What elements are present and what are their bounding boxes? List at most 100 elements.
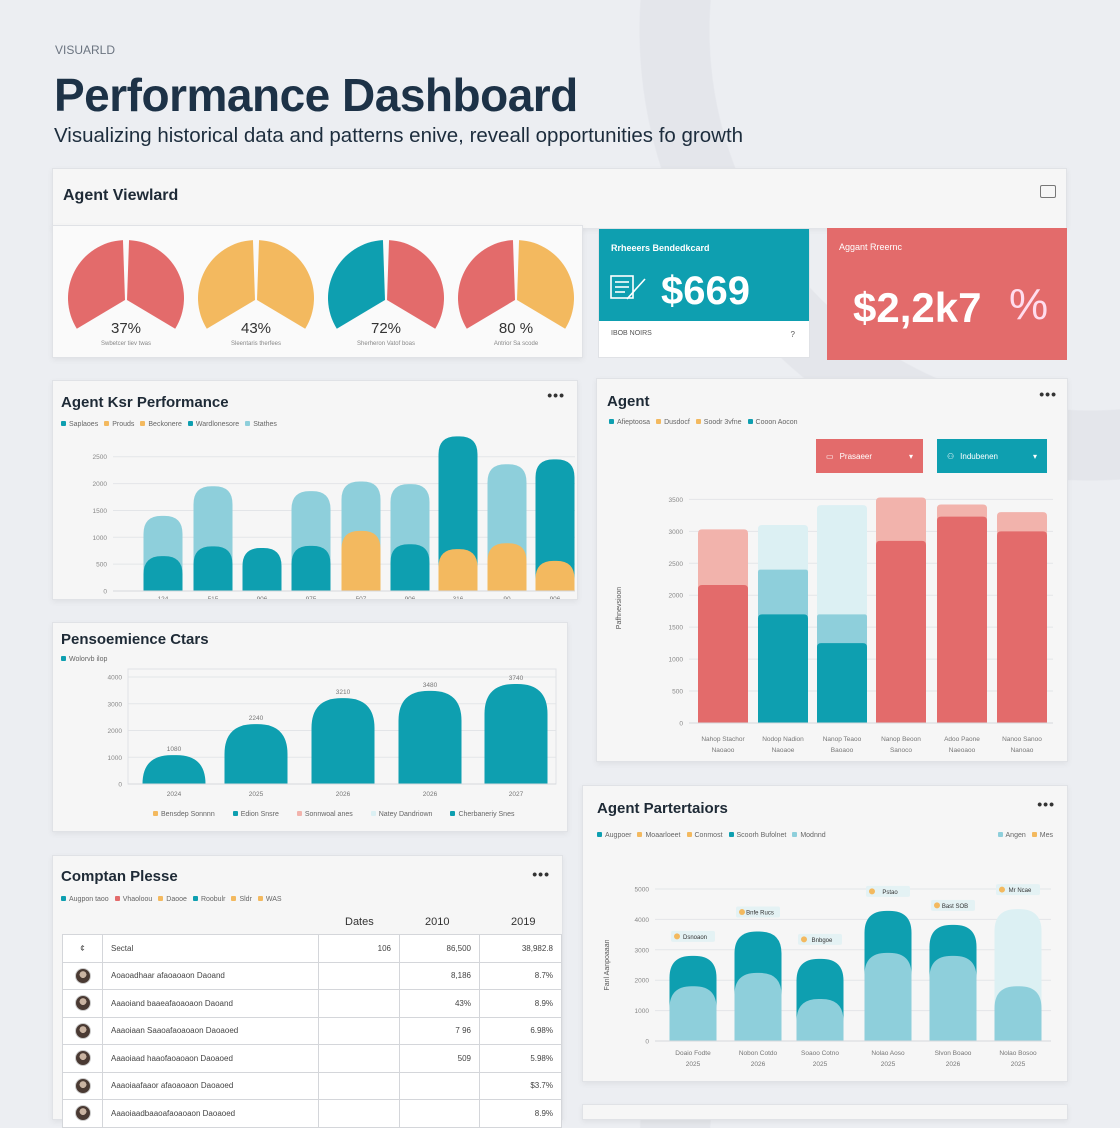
x-tick-label: 2025 <box>1011 1061 1026 1068</box>
callout-box <box>671 930 715 942</box>
legend-item: Soodr 3vfne <box>695 419 742 426</box>
table-cell: Aoaoadhaar afaoaoaon Daoand <box>102 961 319 990</box>
data-label: 3210 <box>336 689 351 696</box>
header-cell: 106 <box>318 934 400 963</box>
y-tick-label: 3000 <box>108 701 123 708</box>
y-tick-label: 0 <box>645 1039 649 1046</box>
more-options-icon[interactable]: ••• <box>547 387 565 403</box>
x-tick-label: 2026 <box>336 791 351 798</box>
kpi-suffix: % <box>1009 280 1049 329</box>
table-cell <box>318 961 400 990</box>
gauge-segment <box>68 240 125 329</box>
bar-base <box>929 955 977 1041</box>
x-tick-label: 2025 <box>249 791 264 798</box>
chevron-down-icon: ▾ <box>908 451 913 461</box>
x-tick-label: Soaoo Cotno <box>801 1050 839 1057</box>
chart-legend: Augpoer Moaarloeet Conmost Scoorh Bufolnet M… <box>597 832 826 839</box>
report-icon[interactable] <box>1040 185 1056 198</box>
callout-icon <box>999 886 1005 893</box>
chart-legend: Bensdep Sonnnn Edion Snsre Sonnwoal anes Na… <box>153 811 514 818</box>
table-row[interactable]: Aaaoiaan Saaoafaoaoaon Daoaoed 7 96 6.98% <box>62 1016 562 1045</box>
table-row[interactable]: Aaaoiand baaeafaoaoaon Daoand 43% 8.9% <box>62 989 562 1018</box>
legend-item: Angen <box>997 832 1026 839</box>
y-axis-label: Fanl Aanpoaaan <box>604 939 611 990</box>
more-options-icon[interactable]: ••• <box>532 866 550 882</box>
legend-item: Cherbaneriy Snes <box>450 811 514 818</box>
dropdown-indubenen[interactable]: ⚇ Indubenen ▾ <box>937 439 1047 473</box>
x-tick-label: 906 <box>550 596 561 599</box>
gauge-segment <box>387 240 444 329</box>
gauge-segment <box>517 240 574 329</box>
gauge-segment <box>457 240 515 329</box>
gauge-value: 43% <box>241 320 271 337</box>
table-row[interactable]: Aaaoiaadbaaoafaoaoaon Daoaoed 8.9% <box>62 1099 562 1128</box>
y-tick-label: 2500 <box>669 561 684 568</box>
bar-total <box>224 724 288 784</box>
x-tick-label: Nolao Aoso <box>871 1050 905 1057</box>
more-options-icon[interactable]: ••• <box>1037 796 1055 812</box>
callout-label: Dsnoaon <box>683 935 707 941</box>
gauges-svg: 37% Swbetcer tiev twas 43% Sleentaris therf… <box>68 240 574 347</box>
table-row[interactable]: Aaaoiaad haaofaoaoaon Daoaoed 509 5.98% <box>62 1044 562 1073</box>
legend-item: Cooon Aocon <box>747 419 798 426</box>
gauge-segment <box>257 240 314 329</box>
gauge-segment <box>127 240 184 329</box>
legend-item: Beckonere <box>140 421 182 428</box>
x-tick-label: Doaio Fodte <box>675 1050 711 1057</box>
kpi-card-teal[interactable]: Rrheeers Bendedkcard $669 IBOB NOIRS ? <box>598 228 810 358</box>
table-row[interactable]: Aaaoiaafaaor afaoaoaon Daoaoed $3.7% <box>62 1071 562 1100</box>
table-header-row: ¢ Sectal 106 86,500 38,982.8 <box>62 934 562 963</box>
legend-item: Vhaoloou <box>114 896 152 903</box>
header-cell: 38,982.8 <box>479 934 562 963</box>
data-table: ¢ Sectal 106 86,500 38,982.8 Aoaoadhaar afaoa… <box>62 934 562 1128</box>
info-icon[interactable]: ? <box>790 330 795 339</box>
gauge-label: Sleentaris therfees <box>231 341 281 347</box>
header-cell: ¢ <box>62 934 103 963</box>
chart-icon: ▭ <box>826 451 834 461</box>
callout-icon <box>674 933 680 940</box>
kpi-card-red[interactable]: Aggant Rreernc $2,2k7 % <box>827 228 1067 360</box>
gauge-value: 37% <box>111 320 141 337</box>
card-title: Agent Ksr Performance <box>61 394 229 411</box>
legend-item: Wardlonesore <box>187 421 239 428</box>
bar-total <box>535 459 575 591</box>
avatar-cell <box>62 961 103 990</box>
gauge-value: 80 % <box>499 320 533 337</box>
callout-icon <box>869 888 875 895</box>
bar-base <box>341 530 381 591</box>
legend-item: Dusdocf <box>656 419 690 426</box>
table-row[interactable]: Aoaoadhaar afaoaoaon Daoand 8,186 8.7% <box>62 961 562 990</box>
table-cell: $3.7% <box>479 1071 562 1100</box>
y-tick-label: 2000 <box>635 978 650 985</box>
table-cell: 7 96 <box>399 1016 480 1045</box>
x-tick-label: 515 <box>208 596 219 599</box>
dropdown-prasaeer[interactable]: ▭ Prasaeer ▾ <box>816 439 923 473</box>
y-tick-label: 5000 <box>635 887 650 894</box>
legend-item: Daooe <box>158 896 187 903</box>
kpi-value: $669 <box>661 269 750 313</box>
table-cell: 6.98% <box>479 1016 562 1045</box>
x-tick-label: 507 <box>356 596 367 599</box>
bar-base <box>864 952 912 1041</box>
y-tick-label: 1000 <box>635 1008 650 1015</box>
table-cell <box>318 1071 400 1100</box>
kpi-footer: IBOB NOIRS <box>611 330 652 337</box>
more-options-icon[interactable]: ••• <box>1039 386 1057 402</box>
callout-box <box>931 899 975 911</box>
avatar-cell <box>62 1071 103 1100</box>
table-cell <box>318 1044 400 1073</box>
bar-base <box>796 999 844 1041</box>
gauges-panel: 37% Swbetcer tiev twas 43% Sleentaris therf… <box>52 225 583 358</box>
y-tick-label: 2000 <box>93 481 108 488</box>
x-tick-label: 2026 <box>751 1061 766 1068</box>
card-title: Pensoemience Ctars <box>61 631 209 648</box>
y-tick-label: 500 <box>672 689 683 696</box>
y-tick-label: 4000 <box>635 917 650 924</box>
legend-item: Augpoer <box>597 832 631 839</box>
y-tick-label: 2000 <box>669 593 684 600</box>
bar-total <box>484 683 548 784</box>
bar-base <box>438 549 478 591</box>
avatar <box>74 1105 91 1122</box>
next-card <box>582 1104 1068 1120</box>
col-header: Dates <box>345 916 374 928</box>
